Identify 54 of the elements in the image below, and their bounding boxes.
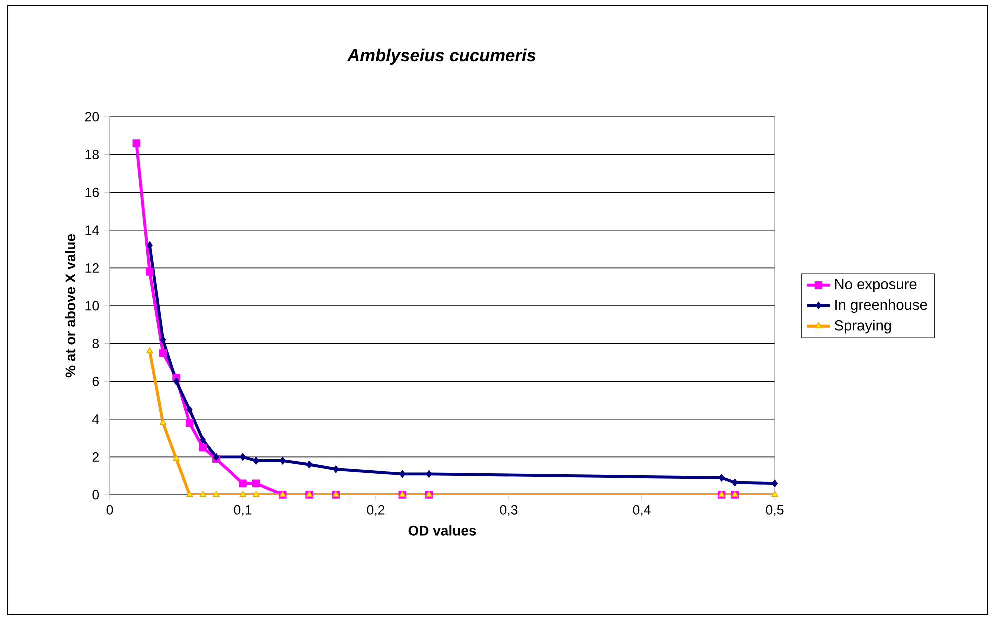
x-axis-title: OD values: [408, 526, 476, 536]
y-tick-label: 10: [86, 301, 100, 311]
point: [400, 470, 406, 478]
y-tick-label: 16: [86, 188, 100, 198]
point: [718, 474, 725, 482]
point: [732, 478, 738, 487]
x-tick-label: 0,3: [500, 505, 518, 516]
point: [174, 378, 180, 386]
point: [132, 140, 140, 148]
point: [159, 349, 168, 358]
point: [240, 453, 246, 462]
x-tick-label: 0,2: [367, 505, 385, 516]
point: [160, 336, 166, 344]
point: [146, 347, 154, 354]
point: [146, 268, 154, 276]
point: [186, 406, 193, 414]
legend-label: In greenhouse: [836, 299, 928, 314]
y-tick-label: 20: [85, 112, 100, 122]
x-tick-label: 0: [106, 505, 114, 515]
y-tick-label: 8: [92, 339, 100, 349]
point: [199, 444, 207, 452]
point: [240, 491, 246, 498]
y-axis-title: % at or above X value: [65, 234, 76, 378]
point: [186, 491, 194, 498]
point: [253, 457, 260, 465]
point: [426, 470, 432, 478]
y-tick-label: 0: [92, 490, 100, 500]
point: [146, 242, 153, 250]
y-tick-label: 2: [92, 452, 99, 462]
y-tick-label: 12: [86, 264, 99, 273]
point: [252, 480, 260, 488]
point: [200, 491, 207, 498]
chart-title: Amblyseius cucumeris: [347, 48, 536, 66]
point: [772, 480, 778, 488]
point: [160, 419, 167, 426]
point: [306, 460, 313, 469]
point: [333, 466, 340, 474]
x-tick-label: 0,5: [766, 505, 784, 516]
point: [186, 419, 194, 428]
x-tick-label: 0,1: [234, 505, 252, 516]
legend-label: No exposure: [835, 279, 917, 292]
point: [213, 491, 220, 498]
point: [239, 480, 247, 488]
point: [200, 436, 206, 444]
y-tick-label: 6: [92, 376, 100, 386]
x-tick-label: 0,4: [633, 505, 651, 516]
legend-label: Spraying: [834, 320, 892, 334]
point: [252, 491, 260, 498]
point: [772, 491, 778, 498]
point: [280, 457, 286, 465]
y-tick-label: 4: [92, 414, 100, 424]
point: [173, 455, 180, 462]
y-tick-label: 18: [86, 150, 100, 160]
y-tick-label: 14: [86, 226, 100, 235]
